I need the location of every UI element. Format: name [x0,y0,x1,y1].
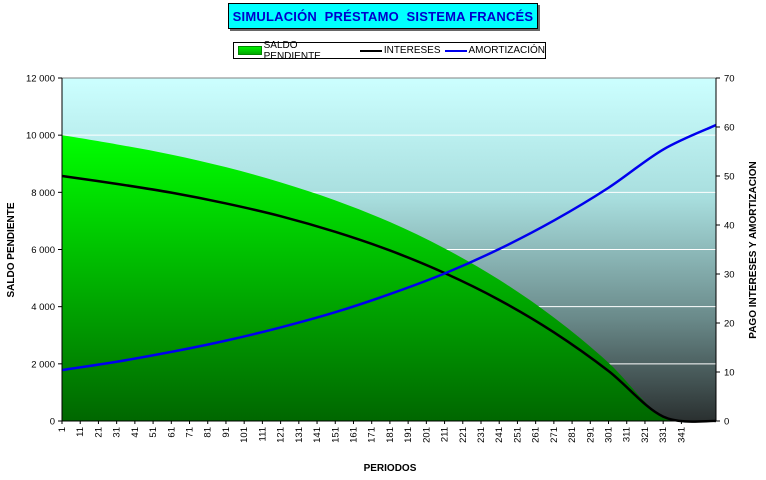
x-tick-label: 41 [130,427,141,438]
y-left-tick-label: 8 000 [31,188,55,199]
x-tick-label: 111 [257,427,268,441]
y-axis-left-title: SALDO PENDIENTE [6,202,17,297]
x-tick-label: 51 [148,427,159,438]
x-tick-label: 141 [312,427,323,443]
x-tick-label: 241 [494,427,505,443]
y-right-tick-label: 60 [724,123,735,134]
x-tick-label: 131 [294,427,305,443]
x-tick-label: 321 [640,427,651,443]
legend-swatch-intereses [359,49,382,52]
y-right-tick-label: 10 [724,368,735,379]
x-tick-label: 301 [604,427,615,443]
y-left-tick-label: 10 000 [26,131,55,142]
x-tick-label: 181 [385,427,396,443]
x-axis-title: PERIODOS [364,463,417,474]
legend-swatch-saldo [238,46,262,55]
x-tick-label: 81 [203,427,214,438]
chart-title: SIMULACIÓN PRÉSTAMO SISTEMA FRANCÉS [232,8,534,24]
legend-item-amortizacion: AMORTIZACIÓN [444,45,545,56]
series-line-amortizacion [61,123,717,372]
x-tick-label: 261 [531,427,542,443]
x-tick-label: 331 [658,427,669,443]
x-tick-label: 341 [676,427,687,443]
y-right-tick-label: 50 [724,172,735,183]
x-tick-label: 211 [440,427,451,442]
x-tick-label: 161 [348,427,359,443]
chart-title-box: SIMULACIÓN PRÉSTAMO SISTEMA FRANCÉS [228,3,538,29]
x-tick-label: 61 [166,427,177,438]
x-tick-label: 271 [549,427,560,443]
y-right-tick-label: 40 [724,221,735,232]
x-tick-label: 31 [112,427,123,438]
legend-label-amortizacion: AMORTIZACIÓN [468,45,545,56]
x-tick-label: 231 [476,427,487,443]
y-right-tick-label: 20 [724,319,735,330]
chart-legend: SALDO PENDIENTE INTERESES AMORTIZACIÓN [233,40,546,62]
series-line-intereses [61,174,717,423]
y-right-tick-label: 70 [724,74,735,85]
y-right-tick-label: 30 [724,270,735,281]
y-left-tick-label: 0 [50,417,55,428]
y-left-tick-label: 6 000 [31,245,55,256]
legend-label-saldo: SALDO PENDIENTE [263,39,321,62]
y-left-tick-label: 2 000 [31,359,55,370]
legend-item-intereses: INTERESES [359,45,441,56]
legend-swatch-amortizacion [444,49,467,52]
legend-item-saldo: SALDO PENDIENTE [238,40,356,62]
x-tick-label: 291 [585,427,596,443]
x-tick-label: 21 [93,427,104,438]
x-tick-label: 251 [512,427,523,443]
y-left-tick-label: 12 000 [26,74,55,85]
x-tick-label: 121 [276,427,287,443]
legend-label-intereses: INTERESES [383,45,441,56]
y-left-tick-label: 4 000 [31,302,55,313]
x-tick-label: 71 [185,427,196,438]
x-tick-label: 201 [421,427,432,443]
x-tick-label: 11 [75,427,86,437]
x-tick-label: 221 [458,427,469,443]
y-right-tick-label: 0 [724,417,729,428]
x-tick-label: 151 [330,427,341,443]
x-tick-label: 1 [57,427,68,432]
y-axis-right-title: PAGO INTERESES Y AMORTIZACION [748,161,759,338]
x-tick-label: 191 [403,427,414,443]
x-tick-label: 91 [221,427,232,438]
x-tick-label: 171 [367,427,378,443]
series-area-saldo-pendiente [62,135,716,423]
x-tick-label: 311 [622,427,633,442]
x-tick-label: 281 [567,427,578,443]
x-tick-label: 101 [239,427,250,443]
